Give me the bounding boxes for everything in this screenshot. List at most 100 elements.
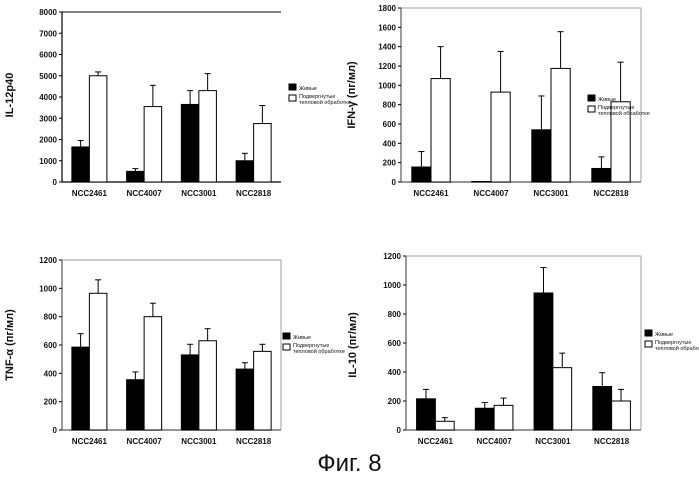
y-tick-label: 0 [53,426,58,435]
legend-swatch [289,95,296,101]
bar-heat-NCC2461 [435,421,454,430]
x-tick-label: NCC4007 [473,189,509,198]
bar-live-NCC3001 [534,293,553,430]
y-tick-label: 0 [53,178,58,187]
bar-live-NCC2461 [412,167,431,182]
y-tick-label: 3000 [39,114,57,123]
bar-heat-NCC2818 [612,401,631,430]
bar-live-NCC2818 [236,161,254,182]
legend: ЖивыеПодвергнутыетепловой обработке [283,333,345,355]
x-tick-label: NCC3001 [535,437,571,446]
bar-live-NCC4007 [127,171,145,182]
y-tick-label: 800 [383,101,397,110]
x-tick-label: NCC4007 [127,437,163,446]
x-tick-label: NCC2818 [236,189,272,198]
y-axis-label: IL-12p40 [4,73,16,118]
bar-live-NCC3001 [532,130,551,182]
y-tick-label: 6000 [39,51,57,60]
y-tick-label: 1000 [39,284,57,293]
y-tick-label: 200 [383,159,397,168]
y-tick-label: 7000 [39,29,57,38]
legend: ЖивыеПодвергнутыетепловой обработке [289,84,351,106]
y-tick-label: 1600 [378,23,396,32]
legend-label: Живые [293,335,311,341]
y-tick-label: 1000 [39,157,57,166]
bar-live-NCC2461 [72,147,90,182]
legend-swatch [283,344,290,350]
legend: ЖивыеПодвергнутыетепловой обработке [645,330,699,352]
legend-label-line2: тепловой обработке [655,345,699,352]
legend-label-line2: тепловой обработке [293,348,345,355]
chart-panel-4: 0 200 400 600 800 1000 1200 IL-10 (пг/мл) NCC246… [347,252,699,446]
bar-heat-NCC2818 [254,351,272,430]
x-tick-label: NCC4007 [477,437,513,446]
y-tick-label: 1400 [378,43,396,52]
bar-live-NCC2818 [592,168,611,182]
y-tick-label: 400 [44,369,58,378]
chart-panel-3: 020040060080010001200TNF-α (пг/мл)NCC246… [4,256,345,446]
x-tick-label: NCC4007 [127,189,163,198]
legend-swatch [588,95,595,101]
bar-heat-NCC3001 [199,91,217,182]
y-tick-label: 200 [388,397,402,406]
legend-swatch [645,330,652,336]
x-tick-label: NCC3001 [181,437,217,446]
y-axis-label: IL-10 (пг/мл) [347,312,359,378]
bar-heat-NCC3001 [553,368,572,430]
legend-label: Живые [655,332,673,338]
bar-heat-NCC4007 [144,107,162,182]
y-tick-label: 600 [383,120,397,129]
bar-heat-NCC3001 [551,68,570,182]
bar-live-NCC4007 [475,408,494,430]
x-tick-label: NCC2818 [236,437,272,446]
y-tick-label: 0 [397,426,402,435]
legend-label-line2: тепловой обработке [598,110,650,117]
bar-heat-NCC3001 [199,341,217,430]
y-tick-label: 4000 [39,93,57,102]
y-tick-label: 5000 [39,72,57,81]
bar-live-NCC3001 [181,104,199,182]
legend-label-line2: тепловой обработке [299,99,351,106]
x-tick-label: NCC2461 [418,437,454,446]
y-tick-label: 2000 [39,136,57,145]
y-tick-label: 200 [44,398,58,407]
y-tick-label: 1200 [383,252,401,261]
y-tick-label: 600 [388,339,402,348]
chart-panel-1: 010002000300040005000600070008000IL-12p4… [4,8,351,198]
bar-heat-NCC4007 [144,317,162,430]
legend: ЖивыеПодвергнутыетепловой обработке [588,95,650,117]
chart-panel-2: 020040060080010001200140016001800IFN-γ (… [346,4,650,198]
x-tick-label: NCC2461 [413,189,449,198]
bar-live-NCC2818 [593,387,612,431]
y-tick-label: 1200 [39,256,57,265]
x-tick-label: NCC3001 [181,189,217,198]
y-axis-label: TNF-α (пг/мл) [4,309,16,381]
bar-heat-NCC2818 [254,124,272,182]
bar-live-NCC2818 [236,369,254,430]
legend-swatch [645,341,652,347]
bar-live-NCC2461 [72,347,90,430]
x-tick-label: NCC2461 [72,437,108,446]
y-tick-label: 1800 [378,4,396,13]
y-axis-label: IFN-γ (пг/мл) [346,61,358,129]
bar-heat-NCC4007 [491,92,510,182]
legend-swatch [283,333,290,339]
y-tick-label: 800 [388,310,402,319]
bar-heat-NCC2461 [431,79,450,182]
legend-swatch [588,106,595,112]
y-tick-label: 400 [388,368,402,377]
bar-live-NCC3001 [181,355,199,430]
legend-label: Живые [598,97,616,103]
figure-caption: Фиг. 8 [0,450,699,478]
bar-heat-NCC2461 [89,76,107,182]
y-tick-label: 1200 [378,62,396,71]
x-tick-label: NCC2461 [72,189,108,198]
y-tick-label: 1000 [383,281,401,290]
bar-live-NCC4007 [127,380,145,430]
y-tick-label: 400 [383,139,397,148]
legend-swatch [289,84,296,90]
x-tick-label: NCC2818 [594,437,630,446]
x-tick-label: NCC2818 [593,189,629,198]
bar-heat-NCC4007 [494,405,513,430]
